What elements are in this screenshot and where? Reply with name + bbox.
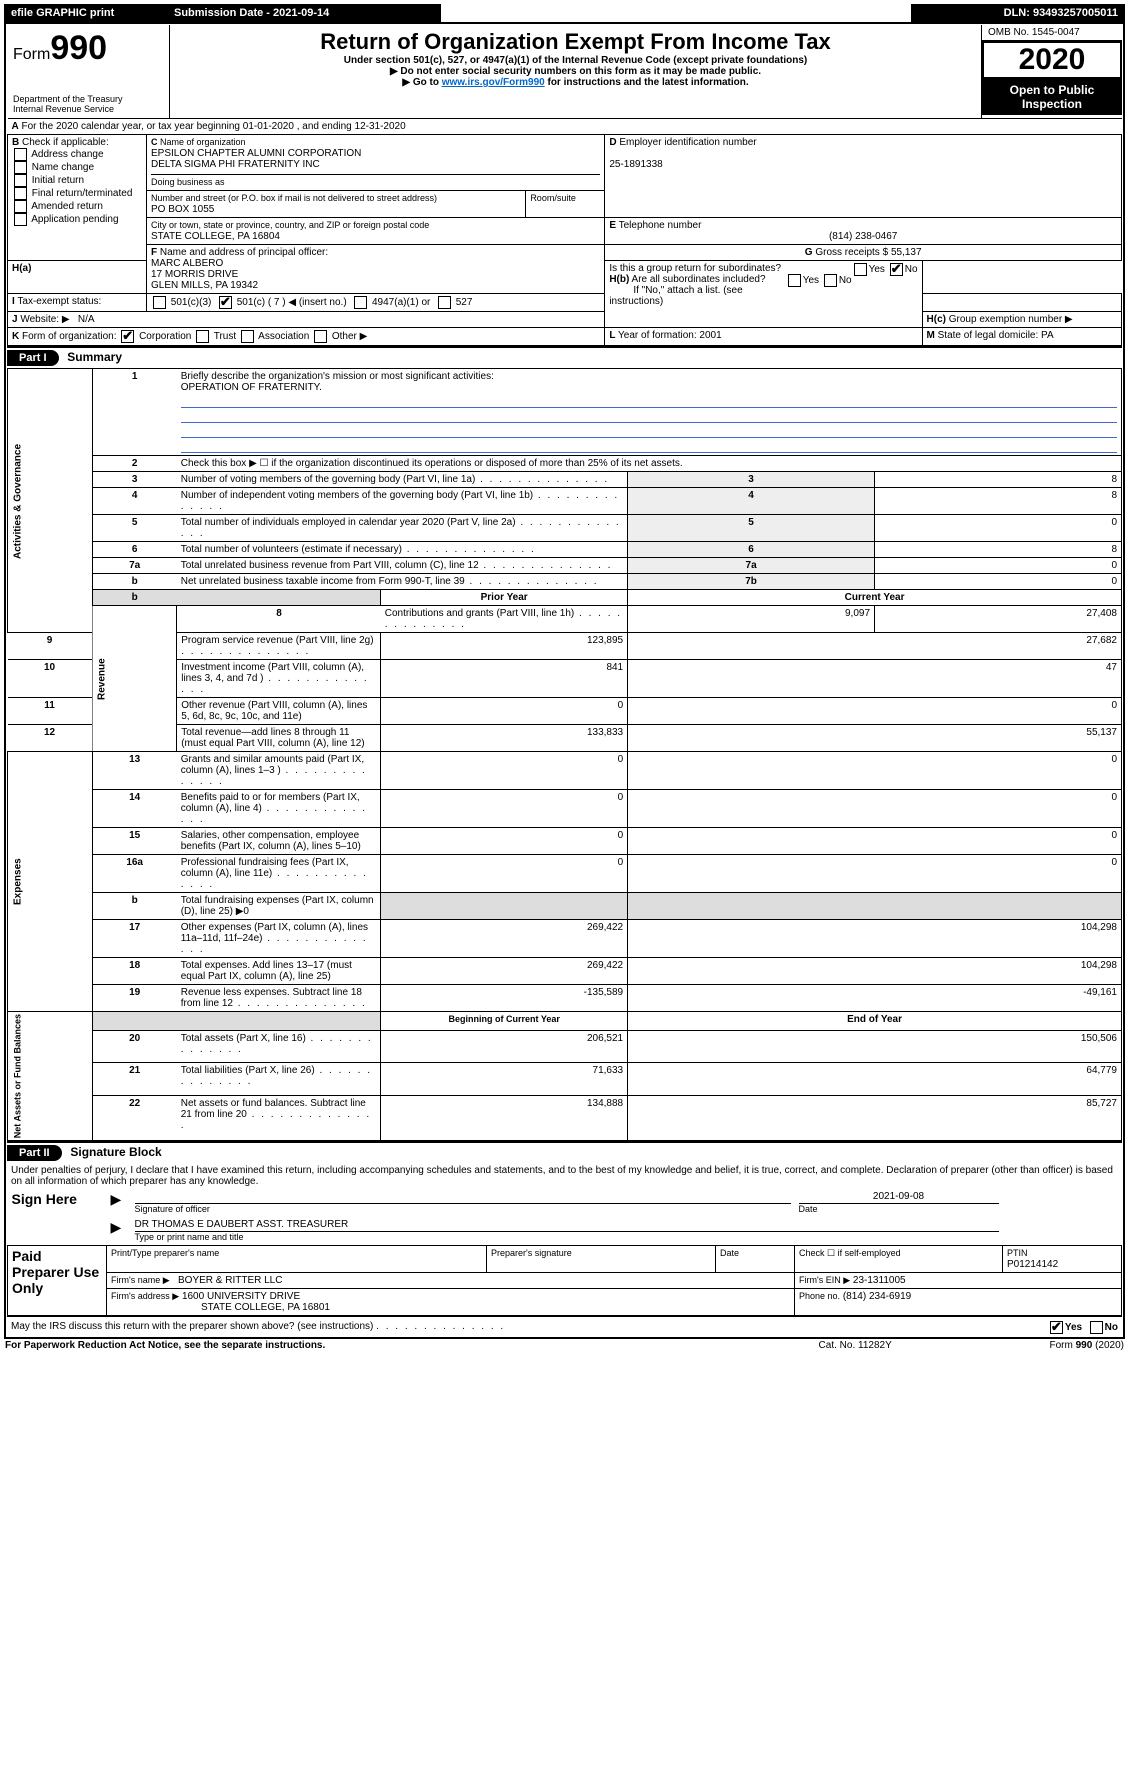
line5-val: 0 (875, 515, 1122, 542)
state-domicile: PA (1041, 330, 1054, 341)
website-value: N/A (78, 314, 95, 325)
dept-irs: Internal Revenue Service (13, 104, 163, 114)
line7b-val: 0 (875, 574, 1122, 590)
arrow-icon: ▶ (111, 1191, 122, 1207)
efile-label[interactable]: efile GRAPHIC print (5, 5, 168, 22)
year-formation: 2001 (699, 330, 721, 341)
signature-block: Sign Here ▶ Signature of officer 2021-09… (7, 1189, 1122, 1316)
side-expenses: Expenses (8, 752, 93, 1012)
part-ii-title: Signature Block (64, 1145, 161, 1159)
cb-other[interactable] (314, 330, 327, 343)
perjury-declaration: Under penalties of perjury, I declare th… (7, 1163, 1122, 1189)
firm-addr2: STATE COLLEGE, PA 16801 (111, 1302, 330, 1313)
ein-value: 25-1891338 (609, 159, 662, 170)
officer-addr2: GLEN MILLS, PA 19342 (151, 280, 258, 291)
firm-name: BOYER & RITTER LLC (178, 1275, 282, 1286)
form-title: Return of Organization Exempt From Incom… (176, 29, 975, 55)
instructions-link[interactable]: www.irs.gov/Form990 (442, 77, 545, 88)
open-to-public: Open to Public Inspection (982, 79, 1122, 115)
mission-text: OPERATION OF FRATERNITY. (181, 382, 322, 393)
dept-treasury: Department of the Treasury (13, 94, 163, 104)
cb-discuss-yes[interactable] (1050, 1321, 1063, 1334)
cb-amended-return[interactable] (14, 200, 27, 213)
firm-addr1: 1600 UNIVERSITY DRIVE (182, 1291, 300, 1302)
officer-name: MARC ALBERO (151, 258, 223, 269)
discuss-question: May the IRS discuss this return with the… (11, 1321, 373, 1332)
form-label: Form990 (13, 29, 163, 68)
form-subtitle-3: ▶ Go to www.irs.gov/Form990 for instruct… (176, 77, 975, 88)
officer-addr1: 17 MORRIS DRIVE (151, 269, 238, 280)
cb-hb-no[interactable] (824, 274, 837, 287)
arrow-icon: ▶ (111, 1219, 122, 1235)
line3-val: 8 (875, 472, 1122, 488)
submission-date: Submission Date - 2021-09-14 (168, 5, 441, 22)
cb-4947[interactable] (354, 296, 367, 309)
firm-ein: 23-1311005 (853, 1275, 906, 1286)
side-revenue: Revenue (92, 606, 177, 752)
tax-period: For the 2020 calendar year, or tax year … (22, 121, 406, 132)
omb: OMB No. 1545-0047 (982, 25, 1122, 41)
cb-initial-return[interactable] (14, 174, 27, 187)
sign-here-label: Sign Here (8, 1189, 107, 1246)
line6-val: 8 (875, 542, 1122, 558)
footer-right: Form 990 (2020) (944, 1339, 1125, 1352)
cb-final-return[interactable] (14, 187, 27, 200)
sig-date: 2021-09-08 (799, 1191, 999, 1204)
check-applicable-label: Check if applicable: (22, 137, 109, 148)
cb-501c3[interactable] (153, 296, 166, 309)
cb-501c[interactable] (219, 296, 232, 309)
cb-address-change[interactable] (14, 148, 27, 161)
org-name: EPSILON CHAPTER ALUMNI CORPORATION DELTA… (151, 148, 361, 170)
cb-trust[interactable] (196, 330, 209, 343)
line4-val: 8 (875, 488, 1122, 515)
street-address: PO BOX 1055 (151, 204, 214, 215)
cb-hb-yes[interactable] (788, 274, 801, 287)
part-ii-bar: Part II (7, 1145, 62, 1161)
line8-curr: 27,408 (875, 606, 1122, 633)
line7a-val: 0 (875, 558, 1122, 574)
dln: DLN: 93493257005011 (912, 5, 1125, 22)
form-outer: Form990 Department of the Treasury Inter… (4, 22, 1125, 1339)
cb-corporation[interactable] (121, 330, 134, 343)
cb-discuss-no[interactable] (1090, 1321, 1103, 1334)
phone-value: (814) 238-0467 (609, 231, 1117, 242)
part-i-title: Summary (61, 350, 122, 364)
cb-ha-yes[interactable] (854, 263, 867, 276)
page-footer: For Paperwork Reduction Act Notice, see … (4, 1339, 1125, 1352)
cb-ha-no[interactable] (890, 263, 903, 276)
top-bar: efile GRAPHIC print Submission Date - 20… (4, 4, 1125, 22)
officer-printed-name: DR THOMAS E DAUBERT ASST. TREASURER (135, 1219, 999, 1232)
identity-block: A For the 2020 calendar year, or tax yea… (7, 118, 1122, 346)
footer-left: For Paperwork Reduction Act Notice, see … (4, 1339, 766, 1352)
ein-label: Employer identification number (619, 137, 756, 148)
city-state-zip: STATE COLLEGE, PA 16804 (151, 231, 280, 242)
firm-phone: (814) 234-6919 (843, 1291, 911, 1302)
cb-association[interactable] (241, 330, 254, 343)
part-i-bar: Part I (7, 350, 59, 366)
side-activities: Activities & Governance (8, 369, 93, 633)
cb-527[interactable] (438, 296, 451, 309)
form-header: Form990 Department of the Treasury Inter… (7, 25, 1122, 118)
cb-name-change[interactable] (14, 161, 27, 174)
footer-mid: Cat. No. 11282Y (766, 1339, 944, 1352)
ptin-value: P01214142 (1007, 1259, 1058, 1270)
part-i-grid: Activities & Governance 1 Briefly descri… (7, 368, 1122, 1141)
form-subtitle-1: Under section 501(c), 527, or 4947(a)(1)… (176, 55, 975, 66)
form-subtitle-2: ▶ Do not enter social security numbers o… (176, 66, 975, 77)
tax-year: 2020 (982, 41, 1122, 79)
gross-receipts: 55,137 (891, 247, 922, 258)
paid-preparer-label: Paid Preparer Use Only (8, 1246, 107, 1316)
side-net-assets: Net Assets or Fund Balances (8, 1012, 93, 1141)
cb-application-pending[interactable] (14, 213, 27, 226)
